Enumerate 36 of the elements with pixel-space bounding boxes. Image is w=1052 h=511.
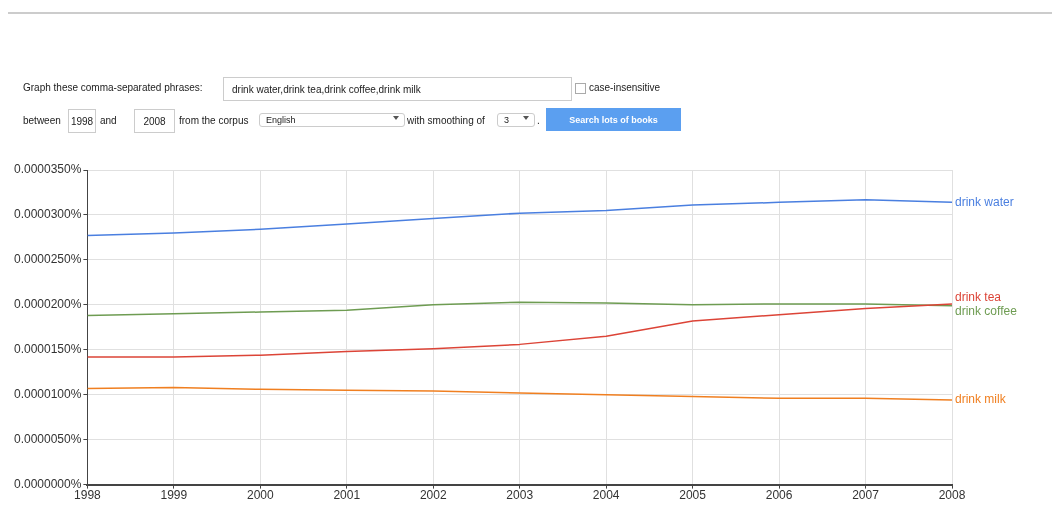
text: Search lots of books (546, 108, 681, 131)
text: Graph these comma-separated phrases: (23, 82, 204, 94)
series-label: drink milk (955, 392, 1007, 407)
text: from the corpus (179, 115, 249, 126)
y-tick-label: 0.0000350% (13, 162, 82, 177)
x-tick-label: 1999 (160, 488, 188, 503)
x-tick-label: 2004 (592, 488, 620, 503)
text: 3 (497, 113, 535, 127)
x-tick-label: 2000 (246, 488, 274, 503)
x-tick-label: 1998 (74, 488, 102, 503)
x-tick-label: 2007 (852, 488, 880, 503)
x-tick-label: 2008 (938, 488, 966, 503)
series-label: drink tea (955, 290, 1002, 305)
text: case-insensitive (589, 82, 661, 93)
text: . (537, 115, 540, 126)
x-tick-label: 2002 (419, 488, 447, 503)
y-tick-label: 0.0000000% (13, 476, 82, 491)
text: drink water,drink tea,drink coffee,drink milk (232, 83, 421, 95)
text: and (100, 115, 117, 126)
series-label: drink water (955, 194, 1014, 209)
x-tick-label: 2001 (333, 488, 361, 503)
y-tick-label: 0.0000150% (13, 342, 82, 357)
y-tick-label: 0.0000200% (13, 297, 82, 312)
x-tick-label: 2006 (765, 488, 793, 503)
text: with smoothing of (407, 115, 485, 126)
text: between (23, 115, 61, 126)
y-tick-label: 0.0000100% (13, 387, 82, 402)
x-tick-label: 2003 (506, 488, 534, 503)
y-tick-label: 0.0000050% (13, 431, 82, 446)
text: 1998 (68, 109, 96, 133)
x-tick-label: 2005 (679, 488, 707, 503)
text: 2008 (134, 109, 175, 133)
y-tick-label: 0.0000250% (13, 252, 82, 267)
text: English (259, 113, 405, 127)
series-label: drink coffee (955, 304, 1018, 319)
y-tick-label: 0.0000300% (13, 207, 82, 222)
